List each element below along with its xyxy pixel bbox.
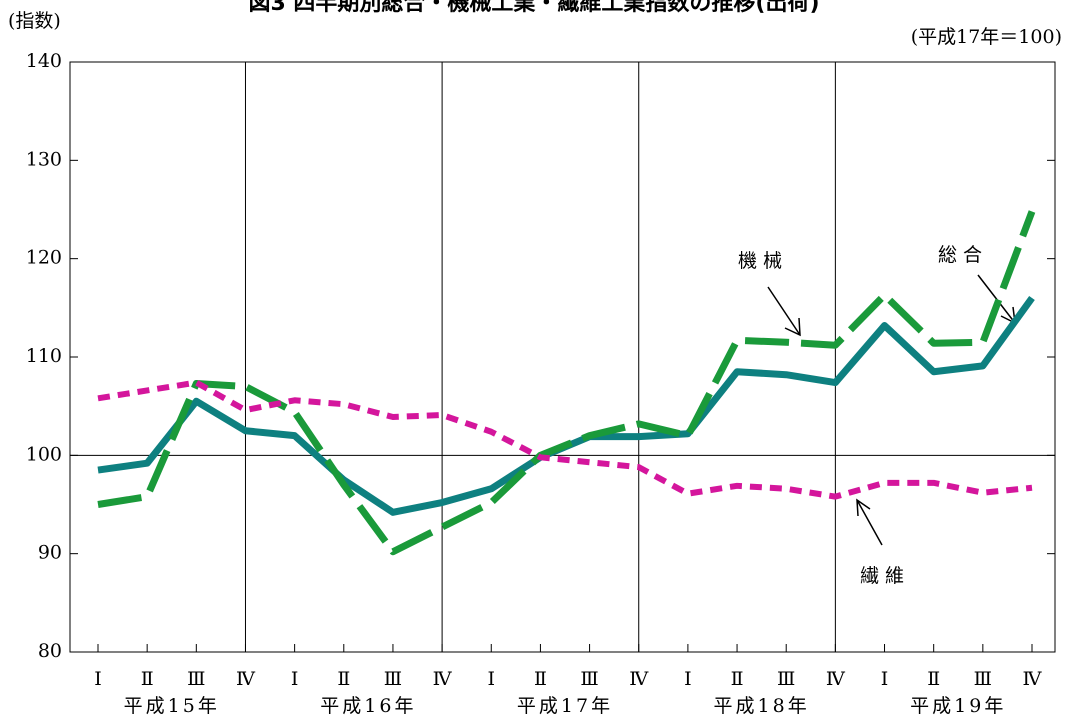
x-tick-label: Ⅰ xyxy=(881,668,889,690)
y-tick-label: 130 xyxy=(26,148,62,170)
series-line xyxy=(97,210,1036,556)
arrows xyxy=(767,274,1016,546)
year-label: 平成15年 xyxy=(124,695,220,717)
x-tick-label: Ⅲ xyxy=(974,668,992,690)
x-tick-label: Ⅰ xyxy=(488,668,496,690)
series-label: 機 械 xyxy=(738,250,782,272)
x-tick-label: Ⅲ xyxy=(384,668,402,690)
x-tick-label: Ⅱ xyxy=(534,668,547,690)
x-tick-label: Ⅰ xyxy=(684,668,692,690)
plot-frame xyxy=(69,61,1056,653)
y-tick-label: 140 xyxy=(26,50,62,72)
year-label: 平成18年 xyxy=(714,695,810,717)
x-tick-label: Ⅳ xyxy=(629,668,649,690)
year-label: 平成16年 xyxy=(320,695,416,717)
y-axis-label: (指数) xyxy=(8,10,61,32)
x-tick-label: Ⅳ xyxy=(236,668,256,690)
x-tick-label: Ⅲ xyxy=(187,668,205,690)
chart-title: 図3 四半期別総合・機械工業・繊維工業指数の推移(出荷) xyxy=(248,0,819,16)
series-line xyxy=(97,379,1033,500)
x-tick-label: Ⅳ xyxy=(1023,668,1043,690)
x-tick-label: Ⅱ xyxy=(337,668,350,690)
note: (平成17年＝100) xyxy=(911,26,1062,48)
x-tick-label: Ⅳ xyxy=(433,668,453,690)
x-tick-label: Ⅱ xyxy=(141,668,154,690)
x-tick-label: Ⅱ xyxy=(927,668,940,690)
year-label: 平成19年 xyxy=(910,695,1006,717)
x-tick-label: Ⅳ xyxy=(826,668,846,690)
x-tick-label: Ⅲ xyxy=(580,668,598,690)
y-tick-label: 120 xyxy=(26,247,62,269)
series-label: 総 合 xyxy=(938,244,982,266)
arrow xyxy=(856,498,883,546)
x-tick-label: Ⅰ xyxy=(291,668,299,690)
arrow xyxy=(767,286,801,337)
y-tick-label: 100 xyxy=(26,443,62,465)
y-tick-label: 110 xyxy=(26,345,62,367)
year-label: 平成17年 xyxy=(517,695,613,717)
x-tick-label: Ⅱ xyxy=(731,668,744,690)
x-tick-label: Ⅲ xyxy=(777,668,795,690)
y-tick-label: 80 xyxy=(38,640,62,662)
series-label: 繊 維 xyxy=(860,565,904,587)
y-tick-label: 90 xyxy=(38,542,62,564)
x-tick-label: Ⅰ xyxy=(94,668,102,690)
